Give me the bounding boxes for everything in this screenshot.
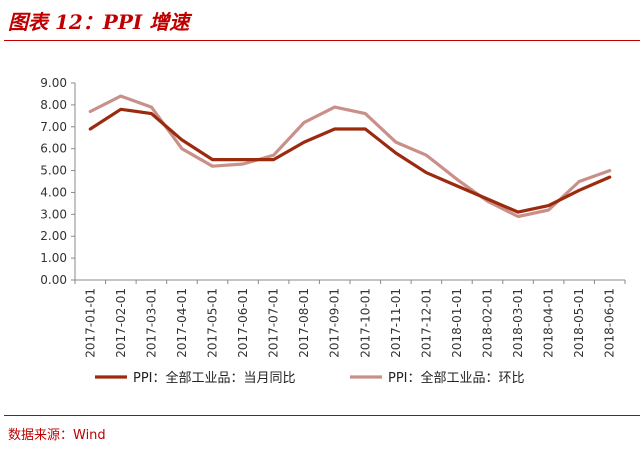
x-tick-label: 2017-12-01: [419, 288, 433, 358]
footer-rule: [4, 415, 640, 416]
x-tick-label: 2017-05-01: [206, 288, 220, 358]
y-tick-label: 0.00: [40, 273, 67, 287]
x-tick-label: 2017-04-01: [175, 288, 189, 358]
x-tick-label: 2017-09-01: [328, 288, 342, 358]
y-tick-label: 8.00: [40, 98, 67, 112]
x-tick-label: 2017-11-01: [389, 288, 403, 358]
y-tick-label: 5.00: [40, 164, 67, 178]
x-tick-label: 2017-06-01: [236, 288, 250, 358]
y-tick-label: 9.00: [40, 76, 67, 90]
x-tick-label: 2018-01-01: [450, 288, 464, 358]
series-line-1: [88, 107, 612, 214]
figure-title: 图表 12：PPI 增速: [8, 10, 190, 34]
y-tick-label: 2.00: [40, 229, 67, 243]
y-tick-label: 7.00: [40, 120, 67, 134]
y-tick-label: 4.00: [40, 185, 67, 199]
x-tick-label: 2017-10-01: [358, 288, 372, 358]
title-rule: [4, 40, 640, 41]
source-note: 数据来源：Wind: [8, 428, 106, 443]
x-tick-label: 2018-06-01: [603, 288, 617, 358]
x-tick-label: 2017-03-01: [144, 288, 158, 358]
x-tick-label: 2017-08-01: [297, 288, 311, 358]
x-tick-label: 2018-04-01: [542, 288, 556, 358]
x-tick-label: 2017-07-01: [267, 288, 281, 358]
series-line-2: [88, 94, 612, 219]
x-tick-label: 2017-01-01: [83, 288, 97, 358]
y-tick-label: 6.00: [40, 142, 67, 156]
x-tick-label: 2017-02-01: [114, 288, 128, 358]
legend-label-2: PPI：全部工业品：环比: [388, 370, 525, 386]
y-tick-label: 1.00: [40, 251, 67, 265]
legend-label-1: PPI：全部工业品：当月同比: [133, 370, 296, 386]
y-tick-label: 3.00: [40, 207, 67, 221]
x-tick-label: 2018-03-01: [511, 288, 525, 358]
x-tick-label: 2018-05-01: [572, 288, 586, 358]
x-tick-label: 2018-02-01: [481, 288, 495, 358]
